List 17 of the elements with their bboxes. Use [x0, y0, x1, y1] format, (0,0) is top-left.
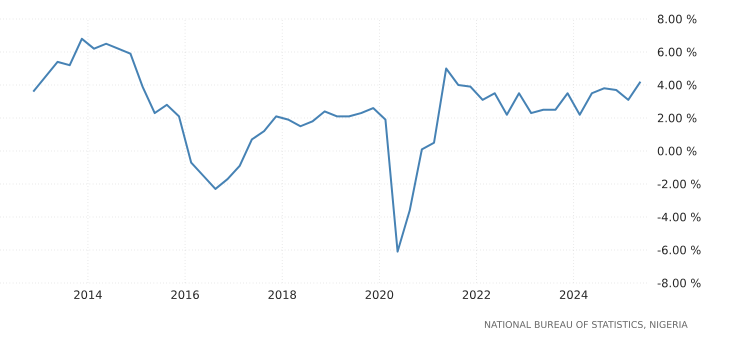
y-tick-label: 8.00 % — [658, 14, 696, 24]
x-tick-label: 2016 — [171, 290, 199, 300]
y-tick-label: 6.00 % — [658, 48, 696, 56]
x-tick-label: 2018 — [268, 290, 296, 300]
x-tick-label: 2024 — [560, 290, 588, 300]
line-series — [32, 38, 642, 253]
y-tick-label: -6.00 % — [658, 246, 701, 254]
x-tick-label: 2020 — [366, 290, 394, 300]
y-tick-label: -8.00 % — [658, 278, 701, 288]
y-tick-label: -4.00 % — [658, 212, 701, 222]
y-tick-label: 0.00 % — [658, 146, 696, 156]
y-tick-label: -2.00 % — [658, 180, 701, 188]
y-tick-label: 2.00 % — [658, 114, 696, 122]
x-tick-label: 2022 — [462, 290, 490, 300]
text: NATIONAL BUREAU OF STATISTICS, NIGERIA — [484, 321, 688, 330]
x-tick-label: 2014 — [74, 290, 102, 300]
y-tick-label: 4.00 % — [658, 80, 696, 90]
